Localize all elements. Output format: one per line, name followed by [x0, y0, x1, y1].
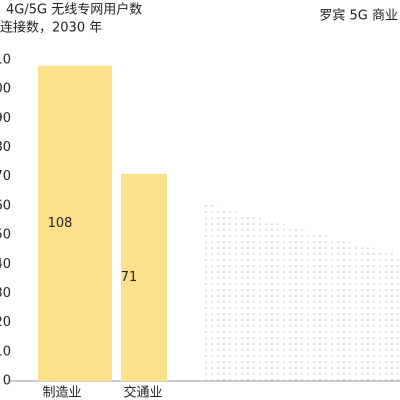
y-tick-label: 30 — [0, 286, 11, 301]
bar — [38, 65, 112, 381]
value-label: 71 — [121, 270, 138, 285]
y-tick-label: 20 — [0, 315, 11, 330]
decorative-area — [205, 203, 400, 381]
y-tick-label: 100 — [0, 82, 11, 97]
x-tick-label: 交通业 — [123, 385, 162, 400]
y-tick-label: 60 — [0, 198, 11, 213]
y-tick-label: 10 — [0, 344, 11, 359]
y-tick-label: 90 — [0, 111, 11, 126]
value-label: 108 — [48, 216, 73, 231]
y-tick-label: 110 — [0, 53, 11, 68]
source-label: 罗宾 5G 商业 — [319, 8, 398, 24]
chart-subtitle: 连接数，2030 年 — [0, 20, 102, 36]
y-tick-label: 0 — [3, 374, 11, 389]
bar — [121, 173, 167, 381]
y-tick-label: 40 — [0, 257, 11, 272]
y-tick-label: 50 — [0, 228, 11, 243]
x-tick-label: 制造业 — [42, 386, 81, 400]
y-tick-label: 70 — [0, 169, 11, 184]
chart-title: 4G/5G 无线专网用户数 — [6, 2, 142, 18]
y-tick-label: 80 — [0, 140, 11, 155]
